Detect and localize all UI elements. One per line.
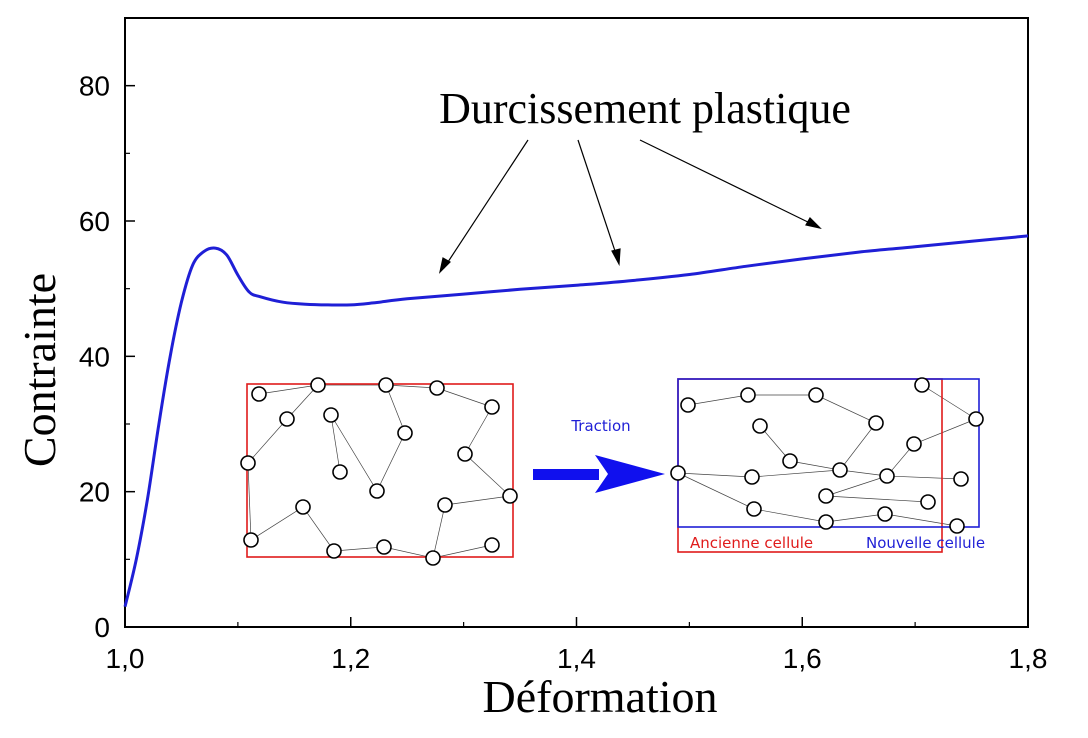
- annotation-arrowhead-3: [805, 217, 822, 230]
- series-line-0: [123, 234, 1029, 608]
- annotation-arrow-2: [577, 139, 619, 261]
- x-tick-label: 1,4: [557, 643, 596, 674]
- inset-initial-cell: [240, 377, 518, 566]
- x-axis-title: Déformation: [482, 671, 717, 722]
- annotation-arrows: [438, 139, 822, 274]
- x-tick-label: 1,2: [331, 643, 370, 674]
- initial-cell-frame: [246, 383, 514, 558]
- annotation-arrowhead-1: [438, 257, 451, 274]
- y-tick-label: 20: [79, 477, 110, 508]
- x-tick-label: 1,6: [783, 643, 822, 674]
- new-cell-label: Nouvelle cellule: [866, 534, 985, 552]
- y-tick-label: 80: [79, 71, 110, 102]
- old-cell-frame: [677, 378, 943, 553]
- annotation-arrow-1: [443, 139, 529, 269]
- initial-cell-particles: [240, 377, 518, 566]
- inset-deformed-cell: Ancienne cellule Nouvelle cellule: [670, 377, 985, 553]
- y-tick-label: 60: [79, 206, 110, 237]
- deformed-cell-particles: [670, 377, 984, 534]
- y-axis-title: Contrainte: [14, 273, 65, 467]
- series-group: [123, 234, 1029, 608]
- initial-cell-bonds: [247, 384, 511, 559]
- x-tick-label: 1,0: [106, 643, 145, 674]
- y-tick-label: 0: [94, 612, 110, 643]
- axis-tick-labels: 1,0 1,2 1,4 1,6 1,8 0 20 40 60 80: [79, 71, 1048, 674]
- annotation-text: Durcissement plastique: [439, 84, 851, 133]
- traction-label: Traction: [570, 417, 630, 435]
- y-tick-label: 40: [79, 341, 110, 372]
- annotation-arrowhead-2: [611, 248, 621, 267]
- traction-arrow: [533, 455, 665, 493]
- axis-ticks: [124, 84, 1029, 628]
- old-cell-label: Ancienne cellule: [690, 534, 813, 552]
- annotation-arrow-3: [639, 139, 817, 227]
- x-tick-label: 1,8: [1009, 643, 1048, 674]
